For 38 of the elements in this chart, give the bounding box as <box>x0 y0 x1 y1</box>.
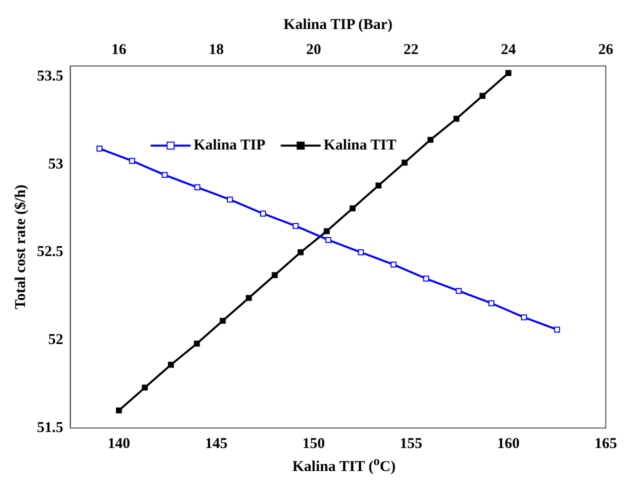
x-tick-label: 155 <box>400 436 422 452</box>
x-tick-label: 150 <box>302 436 325 452</box>
x-axis-title: Kalina TIT ($^{o}$C) <box>291 454 397 476</box>
legend-label: Kalina TIT <box>324 138 396 154</box>
y-tick-label: 52.5 <box>37 244 64 260</box>
point <box>350 205 356 212</box>
point <box>220 318 226 324</box>
x2-tick-label: 18 <box>208 42 224 58</box>
x2-tick-label: 24 <box>500 42 516 58</box>
point <box>272 272 278 278</box>
legend-label: Kalina TIP <box>194 138 266 154</box>
point <box>116 407 122 414</box>
point <box>324 228 330 234</box>
y-tick-label: 51.5 <box>37 420 64 436</box>
x-tick-label: 160 <box>497 436 520 452</box>
y-axis-title: Total cost rate ($/h) <box>12 184 29 310</box>
point <box>402 160 408 166</box>
x2-axis-title: Kalina TIP (Bar) <box>284 16 392 33</box>
x-tick-label: 140 <box>108 436 130 452</box>
point <box>428 136 434 143</box>
point <box>142 384 148 391</box>
x2-tick-label: 20 <box>306 42 322 58</box>
point <box>298 249 304 256</box>
x-tick-label: 165 <box>594 436 617 452</box>
y-tick-label: 53.5 <box>37 68 64 84</box>
x2-tick-label: 22 <box>404 42 419 58</box>
point <box>376 182 382 188</box>
point <box>194 340 200 347</box>
x2-tick-label: 16 <box>111 42 127 58</box>
x2-tick-label: 26 <box>598 42 614 58</box>
point <box>453 116 460 122</box>
point <box>168 362 174 368</box>
point <box>480 92 486 99</box>
y-tick-label: 53 <box>48 156 64 172</box>
x-tick-label: 145 <box>205 436 228 452</box>
y-tick-label: 52 <box>48 332 64 348</box>
point <box>246 294 252 301</box>
point <box>505 70 512 76</box>
